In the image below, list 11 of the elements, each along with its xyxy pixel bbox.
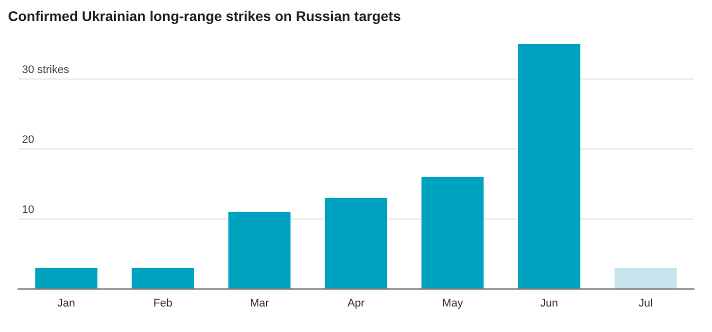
x-tick-label: Jun xyxy=(540,297,558,310)
y-tick-label: 20 xyxy=(22,134,34,146)
x-tick-label: Feb xyxy=(153,297,172,310)
y-tick-label: 10 xyxy=(22,204,34,216)
x-tick-label: May xyxy=(442,297,464,310)
x-tick-label: Jan xyxy=(57,297,76,310)
x-tick-label: Mar xyxy=(250,297,270,310)
chart-title: Confirmed Ukrainian long-range strikes on Russian targets xyxy=(8,8,402,24)
y-tick-label: 30 strikes xyxy=(22,64,70,76)
x-tick-label: Jul xyxy=(638,297,653,310)
x-tick-label: Apr xyxy=(347,297,365,310)
